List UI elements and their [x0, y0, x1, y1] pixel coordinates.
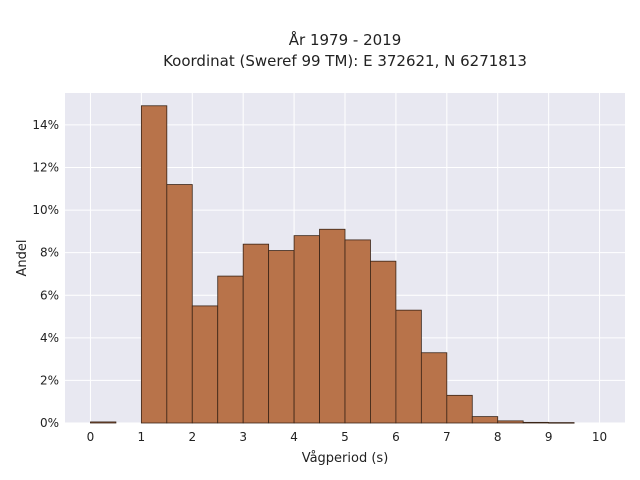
y-tick-label: 10%: [32, 203, 59, 217]
chart-title: År 1979 - 2019: [289, 30, 402, 49]
x-tick-label: 5: [341, 430, 349, 444]
x-tick-label: 4: [290, 430, 298, 444]
histogram-bar: [166, 184, 193, 424]
y-tick-label: 4%: [40, 331, 59, 345]
x-axis-ticks: 0 1 2 3 4 5 6 7 8 9 10: [87, 430, 608, 444]
y-tick-label: 2%: [40, 373, 59, 387]
y-tick-label: 6%: [40, 288, 59, 302]
histogram-bar: [497, 420, 524, 424]
x-tick-label: 6: [392, 430, 400, 444]
x-tick-label: 1: [138, 430, 146, 444]
histogram-bar: [319, 228, 346, 424]
histogram-bar: [217, 275, 244, 424]
x-tick-label: 9: [545, 430, 553, 444]
histogram-bar: [548, 422, 575, 424]
histogram-bar: [471, 416, 499, 424]
bars: [90, 105, 575, 424]
y-axis-label: Andel: [15, 240, 30, 277]
x-tick-label: 2: [188, 430, 196, 444]
chart-subtitle: Koordinat (Sweref 99 TM): E 372621, N 62…: [163, 52, 527, 70]
histogram-bar: [242, 243, 270, 424]
histogram-bar: [268, 250, 295, 424]
x-tick-label: 10: [592, 430, 607, 444]
histogram-bar: [420, 352, 448, 424]
histogram-bar: [522, 421, 550, 424]
histogram-bar: [293, 235, 320, 424]
x-tick-label: 0: [87, 430, 95, 444]
histogram-bar: [344, 239, 371, 424]
histogram-bar: [140, 105, 168, 424]
histogram-bar: [370, 260, 397, 424]
y-axis-ticks: 0% 2% 4% 6% 8% 10% 12% 14%: [32, 118, 59, 430]
histogram-bar: [191, 305, 219, 424]
y-tick-label: 14%: [32, 118, 59, 132]
x-tick-label: 7: [443, 430, 451, 444]
x-tick-label: 3: [239, 430, 247, 444]
y-tick-label: 8%: [40, 246, 59, 260]
y-tick-label: 0%: [40, 416, 59, 430]
y-tick-label: 12%: [32, 161, 59, 175]
histogram-bar: [446, 394, 473, 424]
x-axis-label: Vågperiod (s): [302, 451, 389, 466]
histogram-bar: [90, 421, 117, 424]
x-tick-label: 8: [494, 430, 502, 444]
histogram-bar: [395, 309, 422, 424]
